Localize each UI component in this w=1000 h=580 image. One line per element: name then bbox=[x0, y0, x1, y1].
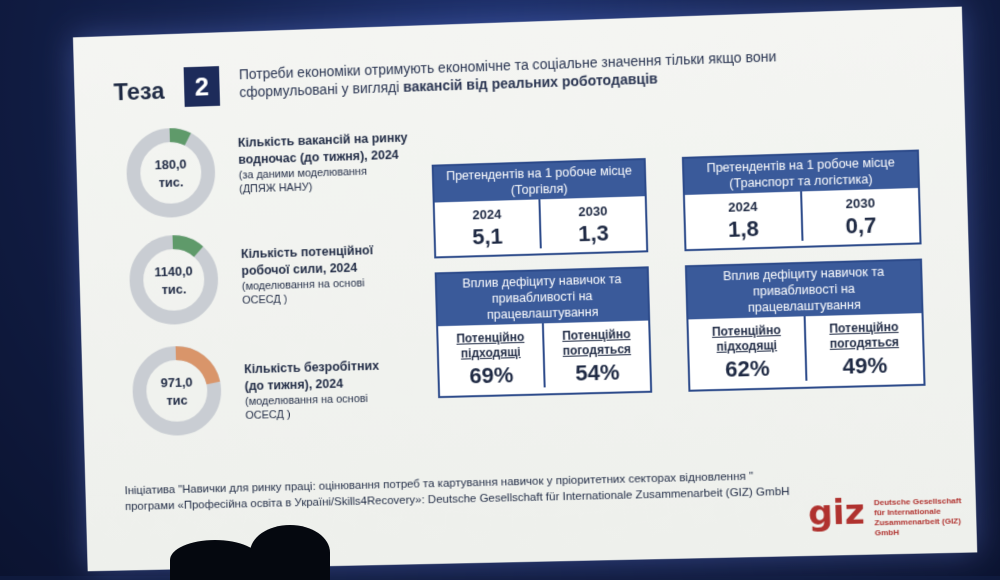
ratio-value: 1,8 bbox=[727, 215, 760, 242]
col-suitable: Потенційно підходящі 62% bbox=[688, 316, 805, 383]
label-title: Кількість безробітних bbox=[243, 358, 380, 377]
donut-label-labor-force: Кількість потенційної робочої сили, 2024… bbox=[241, 242, 375, 307]
thesis-number: 2 bbox=[183, 66, 221, 107]
slide-footer: Ініціатива "Навички для ринку праці: оці… bbox=[124, 467, 823, 515]
donut-value: 971,0 bbox=[160, 374, 193, 391]
donut-vacancies: 180,0 тис. bbox=[122, 124, 219, 222]
donut-labor-force: 1140,0 тис. bbox=[125, 231, 222, 329]
donut-unit: тис bbox=[166, 392, 188, 408]
projected-slide: Теза 2 Потреби економіки отримують еконо… bbox=[72, 6, 978, 572]
donut-unemployed: 971,0 тис bbox=[128, 342, 225, 440]
percent-value: 62% bbox=[724, 355, 770, 382]
donut-chart bbox=[128, 342, 225, 440]
donut-label-unemployed: Кількість безробітних (до тижня), 2024 (… bbox=[244, 358, 381, 423]
box-header: Вплив дефіциту навичок та привабливості н… bbox=[436, 268, 649, 327]
year-col-2024: 2024 5,1 bbox=[435, 199, 540, 251]
label-note: ОСЕСД ) bbox=[245, 408, 291, 422]
box-applicants-transport: Претендентів на 1 робоче місце (Транспорт… bbox=[681, 149, 922, 252]
box-applicants-trade: Претендентів на 1 робоче місце (Торгівля)… bbox=[431, 158, 649, 259]
donut-label-vacancies: Кількість вакансій на ринку водночас (до… bbox=[238, 130, 409, 197]
audience-chair bbox=[250, 525, 330, 580]
giz-logo: giz bbox=[807, 492, 866, 534]
percent-value: 69% bbox=[469, 362, 514, 389]
giz-logo-text: Deutsche Gesellschaft für Internationale Z… bbox=[873, 496, 962, 538]
col-agree: Потенційно погодяться 54% bbox=[541, 320, 650, 388]
box-header: Вплив дефіциту навичок та привабливості н… bbox=[686, 260, 922, 320]
label-note: ОСЕСД ) bbox=[242, 293, 288, 307]
col-suitable: Потенційно підходящі 69% bbox=[438, 323, 544, 390]
ratio-value: 0,7 bbox=[845, 212, 877, 239]
thesis-word: Теза bbox=[113, 77, 165, 107]
donut-unit: тис. bbox=[158, 174, 184, 191]
donut-unit: тис. bbox=[161, 281, 187, 298]
ratio-value: 5,1 bbox=[471, 223, 504, 250]
audience-chair bbox=[170, 540, 260, 580]
year-col-2030: 2030 1,3 bbox=[538, 196, 647, 249]
slide-headline: Потреби економіки отримують економічне т… bbox=[239, 44, 881, 101]
box-impact-trade: Вплив дефіциту навичок та привабливості н… bbox=[434, 266, 653, 399]
ratio-value: 1,3 bbox=[577, 220, 610, 247]
donut-value: 180,0 bbox=[154, 156, 187, 173]
year-col-2024: 2024 1,8 bbox=[685, 191, 802, 244]
donut-value: 1140,0 bbox=[154, 263, 193, 280]
box-impact-transport: Вплив дефіциту навичок та привабливості н… bbox=[684, 258, 926, 392]
headline-line2: сформульовані у вигляді bbox=[239, 78, 404, 101]
year-col-2030: 2030 0,7 bbox=[800, 187, 920, 241]
col-agree: Потенційно погодяться 49% bbox=[803, 313, 924, 381]
percent-value: 54% bbox=[574, 359, 620, 386]
percent-value: 49% bbox=[842, 352, 888, 379]
